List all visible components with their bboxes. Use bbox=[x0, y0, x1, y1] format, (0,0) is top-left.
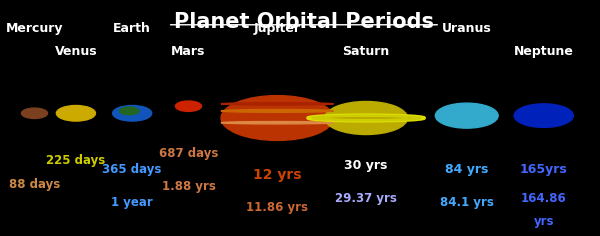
Text: Neptune: Neptune bbox=[514, 45, 574, 59]
Text: 84.1 yrs: 84.1 yrs bbox=[440, 196, 494, 210]
Circle shape bbox=[221, 96, 334, 140]
Text: 84 yrs: 84 yrs bbox=[445, 163, 488, 177]
Ellipse shape bbox=[221, 103, 334, 105]
Text: Jupiter: Jupiter bbox=[254, 22, 301, 35]
Text: 29.37 yrs: 29.37 yrs bbox=[335, 192, 397, 205]
Text: 1 year: 1 year bbox=[112, 196, 153, 210]
Ellipse shape bbox=[221, 110, 334, 112]
Text: 30 yrs: 30 yrs bbox=[344, 159, 388, 172]
Ellipse shape bbox=[221, 122, 334, 124]
Text: Venus: Venus bbox=[55, 45, 97, 59]
Text: 165yrs: 165yrs bbox=[520, 163, 568, 177]
Circle shape bbox=[325, 101, 407, 135]
Text: 88 days: 88 days bbox=[9, 177, 60, 191]
Circle shape bbox=[22, 108, 47, 118]
Text: Planet Orbital Periods: Planet Orbital Periods bbox=[174, 12, 434, 32]
Text: 164.86: 164.86 bbox=[521, 192, 566, 205]
Text: Mercury: Mercury bbox=[6, 22, 63, 35]
Text: 365 days: 365 days bbox=[103, 163, 162, 177]
Text: 225 days: 225 days bbox=[46, 154, 106, 167]
Text: Uranus: Uranus bbox=[442, 22, 491, 35]
Circle shape bbox=[514, 104, 574, 127]
Text: Earth: Earth bbox=[113, 22, 151, 35]
Text: yrs: yrs bbox=[533, 215, 554, 228]
Circle shape bbox=[56, 105, 95, 121]
Circle shape bbox=[113, 105, 152, 121]
Text: 1.88 yrs: 1.88 yrs bbox=[161, 180, 215, 193]
Text: 687 days: 687 days bbox=[159, 147, 218, 160]
Text: 12 yrs: 12 yrs bbox=[253, 168, 302, 182]
Text: Saturn: Saturn bbox=[343, 45, 390, 59]
Circle shape bbox=[175, 101, 202, 111]
Circle shape bbox=[436, 103, 498, 128]
Text: Mars: Mars bbox=[171, 45, 206, 59]
Circle shape bbox=[119, 107, 139, 115]
Text: 11.86 yrs: 11.86 yrs bbox=[246, 201, 308, 214]
